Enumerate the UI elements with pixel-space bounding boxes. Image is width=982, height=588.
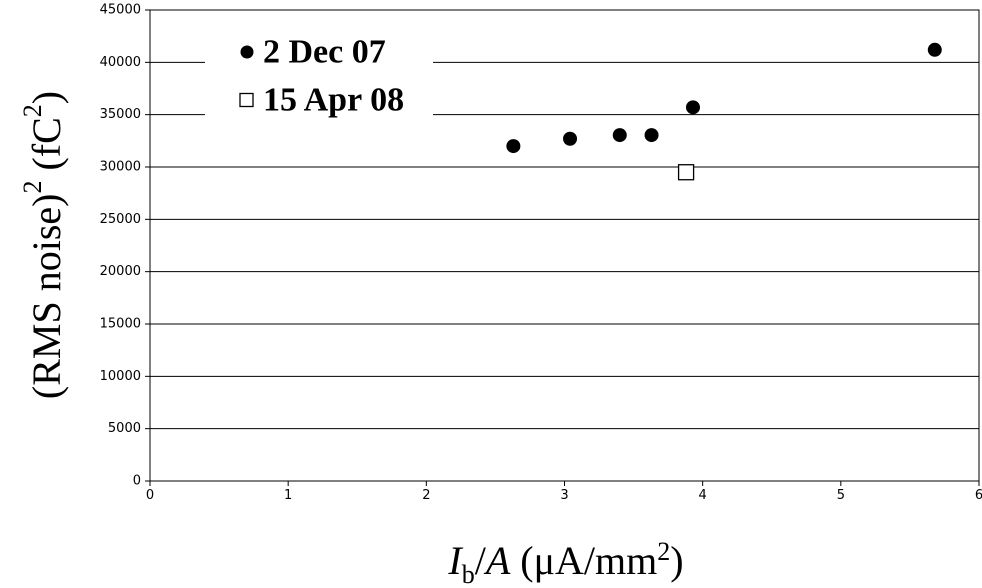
x-axis-title-slash: /: [475, 538, 487, 583]
y-tick-label: 10000: [100, 369, 141, 384]
data-point-2-dec-07: [563, 131, 578, 146]
y-axis-title-unit-sup: 2: [18, 104, 47, 117]
x-axis-title-symbol2: A: [483, 538, 511, 583]
legend-label: 2 Dec 07: [263, 34, 386, 71]
legend-background: [205, 30, 433, 123]
legend-marker-open-square: [239, 92, 254, 108]
y-tick-label: 15000: [100, 317, 141, 332]
x-axis-title: Ib/A (μA/mm2): [447, 537, 683, 588]
y-tick-label: 30000: [100, 160, 141, 175]
x-tick-labels: 0 1 2 3 4 5 6: [146, 488, 982, 503]
y-axis-title-unit-end: ): [24, 91, 69, 104]
x-tick-label: 0: [146, 488, 154, 503]
data-point-2-dec-07: [644, 128, 659, 143]
y-tick-label: 5000: [108, 421, 141, 436]
data-point-2-dec-07: [685, 100, 700, 115]
axes: [145, 9, 980, 486]
x-axis-title-unit-end: ): [670, 538, 683, 583]
data-point-2-dec-07: [506, 139, 521, 154]
x-tick-label: 6: [975, 488, 982, 503]
y-axis-title-unit: (fC: [24, 117, 69, 180]
y-tick-labels: 0 5000 10000 15000 20000 25000 30000 35000 40000…: [100, 3, 141, 489]
x-tick-label: 4: [699, 488, 707, 503]
y-tick-label: 35000: [100, 107, 141, 122]
legend: 2 Dec 07 15 Apr 08: [205, 30, 433, 123]
legend-marker-filled-circle: [240, 45, 254, 59]
legend-label: 15 Apr 08: [263, 82, 404, 119]
y-tick-label: 0: [133, 474, 141, 489]
data-point-2-dec-07: [927, 42, 942, 57]
y-tick-label: 40000: [100, 55, 141, 70]
y-axis-title-sup: 2: [18, 181, 47, 194]
x-tick-label: 1: [284, 488, 292, 503]
y-tick-label: 25000: [100, 212, 141, 227]
x-tick-label: 2: [422, 488, 430, 503]
x-axis-title-unit: (μA/mm: [510, 538, 657, 583]
x-axis-title-unit-sup: 2: [657, 537, 670, 566]
x-tick-label: 3: [560, 488, 568, 503]
y-axis-title-prefix: (RMS noise): [24, 194, 69, 400]
x-tick-label: 5: [837, 488, 845, 503]
data-point-2-dec-07: [612, 128, 627, 143]
y-tick-label: 20000: [100, 264, 141, 279]
y-axis-title: (RMS noise)2 (fC2): [18, 91, 69, 399]
x-axis-title-symbol: I: [447, 538, 463, 583]
data-point-15-apr-08: [677, 164, 695, 181]
x-axis-title-subscript: b: [462, 560, 475, 588]
y-tick-label: 45000: [100, 3, 141, 18]
data-points: [506, 42, 942, 181]
